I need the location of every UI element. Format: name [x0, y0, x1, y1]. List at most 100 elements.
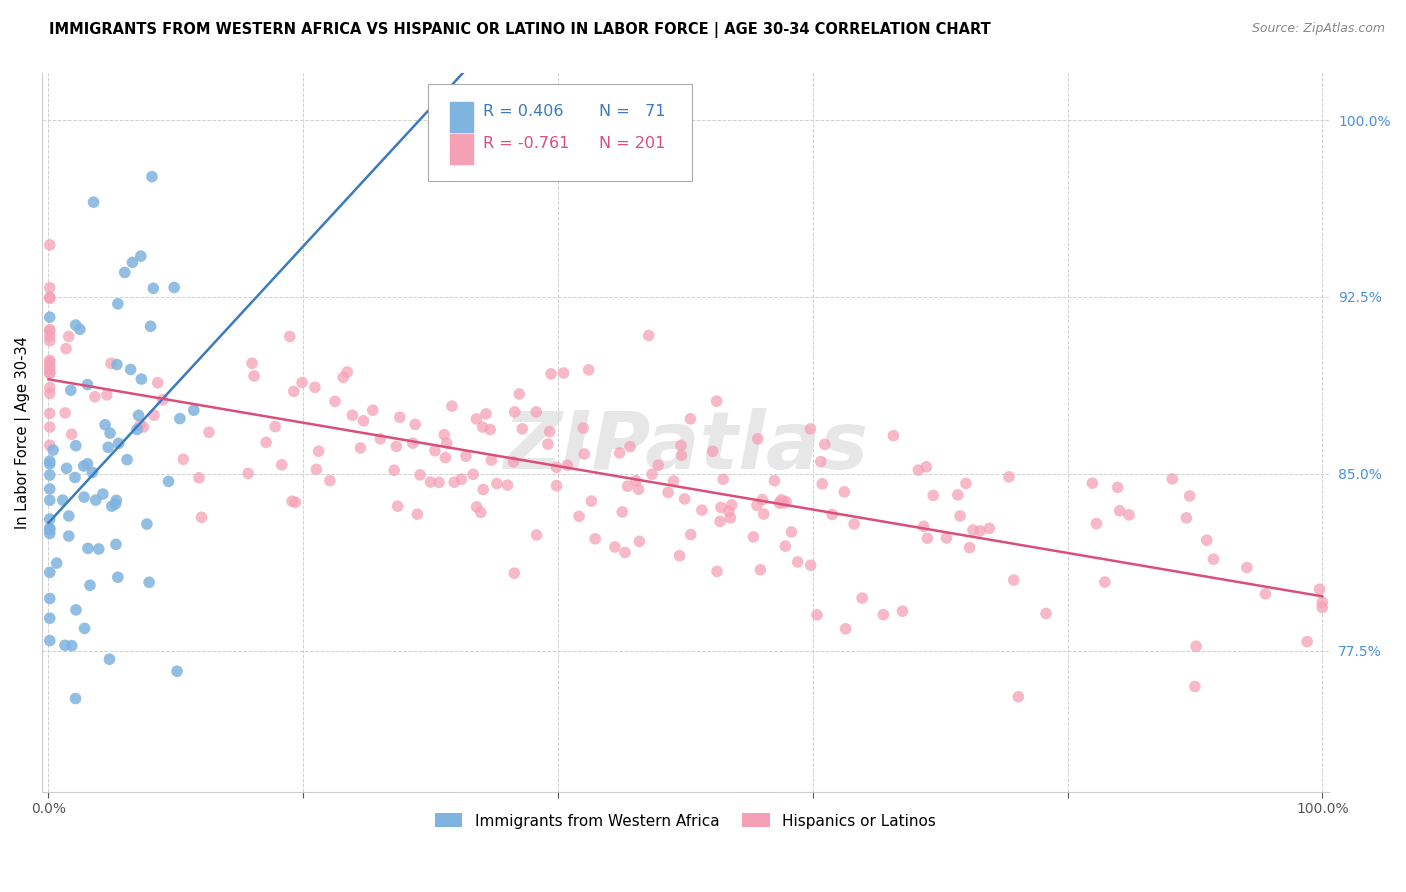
- Hispanics or Latinos: [1184, 680, 1206, 694]
- Hispanics or Latinos: [832, 484, 855, 499]
- Hispanics or Latinos: [955, 476, 977, 491]
- Hispanics or Latinos: [1094, 575, 1116, 590]
- Immigrants from Western Africa: [163, 280, 186, 294]
- Immigrants from Western Africa: [87, 541, 110, 556]
- Immigrants from Western Africa: [38, 611, 60, 625]
- Immigrants from Western Africa: [38, 566, 60, 580]
- Hispanics or Latinos: [387, 500, 409, 514]
- Hispanics or Latinos: [702, 444, 724, 458]
- Hispanics or Latinos: [619, 440, 641, 454]
- Immigrants from Western Africa: [139, 319, 162, 334]
- Hispanics or Latinos: [433, 427, 456, 442]
- Hispanics or Latinos: [526, 528, 548, 542]
- Hispanics or Latinos: [38, 362, 60, 376]
- Hispanics or Latinos: [917, 531, 939, 545]
- Bar: [450, 134, 472, 164]
- Hispanics or Latinos: [38, 359, 60, 374]
- Hispanics or Latinos: [132, 420, 155, 434]
- Hispanics or Latinos: [546, 479, 568, 493]
- Hispanics or Latinos: [768, 496, 790, 510]
- Immigrants from Western Africa: [38, 457, 60, 471]
- Immigrants from Western Africa: [128, 409, 150, 423]
- Hispanics or Latinos: [1081, 476, 1104, 491]
- Hispanics or Latinos: [450, 472, 472, 486]
- Hispanics or Latinos: [1254, 587, 1277, 601]
- Immigrants from Western Africa: [97, 440, 120, 454]
- Hispanics or Latinos: [1108, 504, 1130, 518]
- Hispanics or Latinos: [616, 479, 638, 493]
- Hispanics or Latinos: [568, 509, 591, 524]
- Immigrants from Western Africa: [38, 512, 60, 526]
- Hispanics or Latinos: [538, 425, 561, 439]
- Hispanics or Latinos: [1118, 508, 1140, 522]
- Hispanics or Latinos: [440, 399, 463, 413]
- Hispanics or Latinos: [614, 545, 637, 559]
- Hispanics or Latinos: [243, 368, 266, 383]
- Hispanics or Latinos: [710, 500, 733, 515]
- Hispanics or Latinos: [628, 534, 651, 549]
- Hispanics or Latinos: [1175, 511, 1198, 525]
- Hispanics or Latinos: [641, 467, 664, 482]
- Hispanics or Latinos: [806, 607, 828, 622]
- Hispanics or Latinos: [361, 403, 384, 417]
- Hispanics or Latinos: [38, 238, 60, 252]
- Hispanics or Latinos: [668, 549, 690, 563]
- Hispanics or Latinos: [423, 443, 446, 458]
- Immigrants from Western Africa: [79, 578, 101, 592]
- Hispanics or Latinos: [647, 458, 669, 472]
- Hispanics or Latinos: [404, 417, 426, 432]
- Hispanics or Latinos: [254, 435, 277, 450]
- Hispanics or Latinos: [800, 558, 823, 573]
- Immigrants from Western Africa: [94, 417, 117, 432]
- Hispanics or Latinos: [1202, 552, 1225, 566]
- Immigrants from Western Africa: [115, 452, 138, 467]
- Immigrants from Western Africa: [135, 517, 157, 532]
- Immigrants from Western Africa: [166, 665, 188, 679]
- Hispanics or Latinos: [752, 507, 775, 521]
- Hispanics or Latinos: [749, 563, 772, 577]
- Hispanics or Latinos: [574, 447, 596, 461]
- Hispanics or Latinos: [188, 471, 211, 485]
- Hispanics or Latinos: [38, 406, 60, 420]
- Hispanics or Latinos: [1309, 582, 1331, 597]
- Immigrants from Western Africa: [38, 482, 60, 496]
- Hispanics or Latinos: [763, 474, 786, 488]
- Hispanics or Latinos: [60, 427, 83, 442]
- Hispanics or Latinos: [669, 438, 692, 452]
- Hispanics or Latinos: [709, 515, 731, 529]
- Immigrants from Western Africa: [107, 436, 129, 450]
- Hispanics or Latinos: [612, 505, 634, 519]
- Hispanics or Latinos: [308, 444, 330, 458]
- Hispanics or Latinos: [479, 453, 502, 467]
- Hispanics or Latinos: [786, 555, 808, 569]
- Hispanics or Latinos: [402, 436, 425, 450]
- Hispanics or Latinos: [38, 386, 60, 401]
- Hispanics or Latinos: [240, 356, 263, 370]
- Y-axis label: In Labor Force | Age 30-34: In Labor Force | Age 30-34: [15, 336, 31, 529]
- Hispanics or Latinos: [471, 420, 494, 434]
- Immigrants from Western Africa: [38, 454, 60, 468]
- Immigrants from Western Africa: [38, 521, 60, 535]
- Hispanics or Latinos: [38, 366, 60, 380]
- Immigrants from Western Africa: [100, 499, 122, 513]
- Text: Source: ZipAtlas.com: Source: ZipAtlas.com: [1251, 22, 1385, 36]
- Hispanics or Latinos: [524, 405, 547, 419]
- Hispanics or Latinos: [572, 421, 595, 435]
- Hispanics or Latinos: [1296, 634, 1319, 648]
- Hispanics or Latinos: [281, 494, 304, 508]
- Hispanics or Latinos: [1310, 600, 1333, 615]
- Hispanics or Latinos: [821, 508, 844, 522]
- Hispanics or Latinos: [342, 409, 364, 423]
- Hispanics or Latinos: [443, 475, 465, 490]
- Hispanics or Latinos: [38, 324, 60, 338]
- Hispanics or Latinos: [38, 356, 60, 370]
- Hispanics or Latinos: [388, 410, 411, 425]
- Immigrants from Western Africa: [142, 281, 165, 295]
- Hispanics or Latinos: [799, 422, 821, 436]
- Hispanics or Latinos: [671, 448, 693, 462]
- Hispanics or Latinos: [747, 432, 769, 446]
- Legend: Immigrants from Western Africa, Hispanics or Latinos: Immigrants from Western Africa, Hispanic…: [429, 807, 942, 835]
- Hispanics or Latinos: [842, 516, 865, 531]
- Hispanics or Latinos: [583, 532, 606, 546]
- Immigrants from Western Africa: [76, 457, 98, 471]
